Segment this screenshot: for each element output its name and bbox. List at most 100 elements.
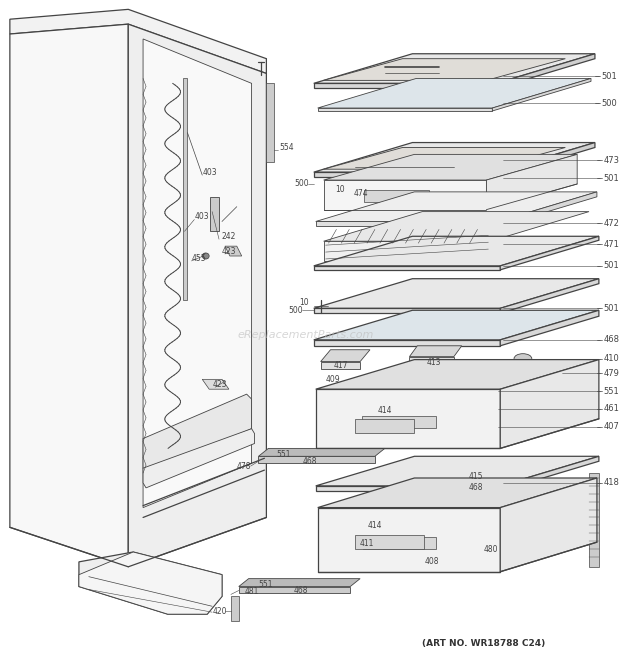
Text: 415: 415	[469, 471, 483, 481]
Text: 408: 408	[424, 557, 439, 566]
Polygon shape	[316, 221, 498, 227]
Text: 551: 551	[259, 580, 273, 589]
Text: 10: 10	[335, 185, 345, 194]
Text: 473: 473	[604, 156, 620, 165]
Polygon shape	[496, 143, 595, 177]
Text: 481: 481	[245, 587, 259, 596]
Text: 500: 500	[288, 306, 303, 315]
Polygon shape	[128, 24, 267, 566]
Polygon shape	[314, 83, 496, 89]
Text: 407: 407	[604, 422, 620, 431]
Polygon shape	[314, 308, 500, 313]
Text: 403: 403	[202, 168, 217, 176]
Text: 554: 554	[279, 143, 294, 152]
Polygon shape	[549, 371, 592, 377]
Text: 242: 242	[222, 232, 236, 241]
Polygon shape	[324, 241, 490, 261]
Polygon shape	[492, 79, 591, 111]
Polygon shape	[324, 59, 565, 81]
Polygon shape	[267, 83, 274, 163]
Text: 479: 479	[604, 369, 620, 378]
Polygon shape	[79, 552, 222, 614]
Polygon shape	[316, 192, 597, 221]
Text: 551: 551	[277, 450, 291, 459]
Polygon shape	[210, 197, 219, 231]
Polygon shape	[500, 310, 599, 346]
Polygon shape	[316, 486, 500, 491]
Polygon shape	[317, 108, 492, 111]
Text: 551: 551	[604, 387, 619, 396]
Polygon shape	[355, 535, 424, 549]
Polygon shape	[314, 172, 496, 177]
Polygon shape	[143, 39, 252, 508]
Polygon shape	[500, 456, 599, 491]
Polygon shape	[259, 456, 375, 463]
Text: 501: 501	[604, 304, 619, 313]
Polygon shape	[324, 212, 589, 241]
Polygon shape	[182, 79, 187, 300]
Polygon shape	[316, 360, 599, 389]
Text: 409: 409	[326, 375, 340, 384]
Polygon shape	[498, 192, 597, 227]
Polygon shape	[487, 155, 577, 210]
Polygon shape	[317, 508, 500, 572]
Text: 500: 500	[294, 180, 309, 188]
Polygon shape	[317, 478, 597, 508]
Polygon shape	[259, 448, 385, 456]
Text: 417: 417	[334, 361, 348, 370]
Polygon shape	[239, 586, 350, 594]
Polygon shape	[324, 147, 565, 169]
Polygon shape	[324, 155, 577, 180]
Polygon shape	[231, 596, 239, 621]
Polygon shape	[314, 279, 599, 308]
Polygon shape	[314, 310, 599, 340]
Text: 474: 474	[353, 189, 368, 198]
Text: 468: 468	[604, 335, 620, 344]
Text: 501: 501	[604, 261, 619, 270]
Polygon shape	[314, 143, 595, 172]
Text: 500: 500	[602, 98, 618, 108]
Polygon shape	[143, 429, 255, 488]
Polygon shape	[500, 236, 599, 270]
Polygon shape	[500, 279, 599, 313]
Polygon shape	[79, 552, 222, 614]
Text: 420: 420	[213, 607, 227, 615]
Text: 468: 468	[294, 586, 309, 595]
Polygon shape	[314, 54, 595, 83]
Polygon shape	[10, 9, 267, 73]
Text: 461: 461	[604, 405, 620, 413]
Circle shape	[203, 253, 209, 259]
Polygon shape	[365, 190, 430, 202]
Polygon shape	[362, 416, 436, 428]
Text: 403: 403	[194, 212, 209, 221]
Polygon shape	[500, 478, 597, 572]
Polygon shape	[314, 340, 500, 346]
Text: 471: 471	[604, 240, 620, 249]
Polygon shape	[316, 389, 500, 448]
Polygon shape	[10, 24, 128, 566]
Polygon shape	[321, 362, 360, 369]
Circle shape	[202, 253, 208, 259]
Polygon shape	[589, 473, 599, 566]
Polygon shape	[316, 456, 599, 486]
Text: 411: 411	[360, 539, 374, 547]
Ellipse shape	[514, 354, 532, 364]
Polygon shape	[355, 419, 414, 432]
Polygon shape	[225, 246, 242, 256]
Polygon shape	[314, 266, 500, 270]
Text: 10: 10	[299, 298, 309, 307]
Text: (ART NO. WR18788 C24): (ART NO. WR18788 C24)	[422, 639, 545, 648]
Text: eReplacementParts.com: eReplacementParts.com	[237, 330, 374, 340]
Polygon shape	[363, 537, 436, 549]
Polygon shape	[239, 578, 360, 586]
Text: 414: 414	[378, 407, 392, 415]
Polygon shape	[496, 54, 595, 89]
Text: 414: 414	[368, 521, 382, 530]
Polygon shape	[324, 180, 487, 210]
Text: 423: 423	[222, 247, 236, 256]
Polygon shape	[409, 346, 462, 357]
Polygon shape	[317, 79, 591, 108]
Polygon shape	[314, 236, 599, 266]
Polygon shape	[143, 394, 252, 473]
Text: 501: 501	[602, 72, 618, 81]
